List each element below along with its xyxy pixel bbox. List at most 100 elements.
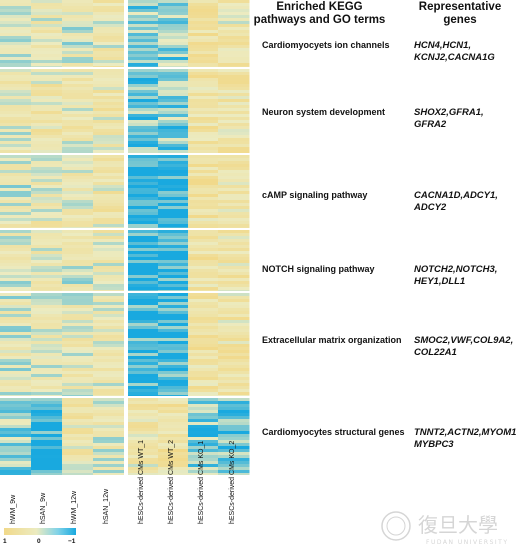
gene-label: SMOC2,VWF,COL9A2, COL22A1 bbox=[414, 335, 514, 358]
heatmap-cell bbox=[158, 215, 190, 219]
heatmap-cell bbox=[31, 30, 63, 34]
heatmap-cell bbox=[158, 440, 190, 444]
heatmap-cell bbox=[158, 341, 190, 345]
heatmap-cell bbox=[218, 96, 250, 100]
heatmap-cell bbox=[93, 111, 127, 115]
heatmap-cell bbox=[218, 194, 250, 198]
heatmap-cell bbox=[188, 338, 220, 342]
heatmap-cell bbox=[158, 401, 190, 405]
heatmap-cell bbox=[31, 102, 63, 106]
heatmap-cell bbox=[188, 305, 220, 309]
heatmap-cell bbox=[31, 155, 63, 159]
column-label: hWM_9w bbox=[10, 494, 17, 524]
heatmap-cell bbox=[158, 48, 190, 52]
heatmap-cell bbox=[0, 167, 32, 171]
heatmap-cell bbox=[0, 278, 32, 282]
heatmap-cell bbox=[0, 392, 32, 396]
heatmap-cell bbox=[0, 141, 32, 145]
heatmap-cell bbox=[188, 368, 220, 372]
heatmap-cell bbox=[93, 102, 127, 106]
heatmap-cell bbox=[158, 443, 190, 447]
heatmap-cell bbox=[218, 449, 250, 453]
heatmap-cell bbox=[31, 299, 63, 303]
heatmap-cell bbox=[128, 344, 160, 348]
heatmap-cell bbox=[0, 323, 32, 327]
heatmap-cell bbox=[93, 416, 127, 420]
heatmap-cell bbox=[128, 78, 160, 82]
heatmap-cell bbox=[128, 302, 160, 306]
heatmap-cell bbox=[158, 407, 190, 411]
heatmap-cell bbox=[0, 194, 32, 198]
heatmap-cell bbox=[93, 12, 127, 16]
heatmap-cell bbox=[158, 147, 190, 151]
heatmap-cell bbox=[158, 464, 190, 468]
heatmap-cell bbox=[158, 206, 190, 210]
heatmap-cell bbox=[188, 449, 220, 453]
heatmap-cell bbox=[218, 24, 250, 28]
heatmap-cell bbox=[31, 311, 63, 315]
heatmap-cell bbox=[31, 33, 63, 37]
heatmap-cell bbox=[0, 365, 32, 369]
heatmap-cell bbox=[128, 117, 160, 121]
heatmap-cell bbox=[93, 108, 127, 112]
heatmap-cell bbox=[31, 123, 63, 127]
heatmap-cell bbox=[31, 141, 63, 145]
heatmap-cell bbox=[0, 96, 32, 100]
heatmap-cell bbox=[218, 126, 250, 130]
heatmap-cell bbox=[0, 179, 32, 183]
heatmap-cell bbox=[93, 93, 127, 97]
heatmap-cell bbox=[218, 347, 250, 351]
heatmap-cell bbox=[62, 135, 94, 139]
heatmap-cell bbox=[31, 227, 63, 229]
heatmap-cell bbox=[0, 120, 32, 124]
heatmap-cell bbox=[188, 147, 220, 151]
heatmap-cell bbox=[158, 377, 190, 381]
heatmap-cell bbox=[218, 6, 250, 10]
heatmap-cell bbox=[62, 458, 94, 462]
heatmap-cell bbox=[0, 317, 32, 321]
heatmap-cell bbox=[188, 299, 220, 303]
heatmap-cell bbox=[31, 386, 63, 390]
heatmap-cell bbox=[188, 197, 220, 201]
heatmap-cell bbox=[0, 236, 32, 240]
heatmap-cell bbox=[128, 362, 160, 366]
heatmap-cell bbox=[93, 194, 127, 198]
heatmap-cell bbox=[128, 60, 160, 64]
heatmap-cell bbox=[158, 395, 190, 397]
heatmap-cell bbox=[31, 96, 63, 100]
heatmap-cell bbox=[128, 72, 160, 76]
heatmap-cell bbox=[218, 188, 250, 192]
heatmap-cell bbox=[158, 266, 190, 270]
heatmap-cell bbox=[158, 455, 190, 459]
heatmap-cell bbox=[158, 78, 190, 82]
heatmap-cell bbox=[31, 215, 63, 219]
heatmap-cell bbox=[62, 51, 94, 55]
heatmap-cell bbox=[188, 72, 220, 76]
heatmap-cell bbox=[93, 380, 127, 384]
heatmap-cell bbox=[31, 120, 63, 124]
heatmap-cell bbox=[218, 150, 250, 154]
heatmap-cell bbox=[188, 233, 220, 237]
heatmap-cell bbox=[128, 359, 160, 363]
heatmap-cell bbox=[62, 299, 94, 303]
heatmap-cell bbox=[31, 365, 63, 369]
heatmap-cell bbox=[93, 296, 127, 300]
heatmap-cell bbox=[31, 371, 63, 375]
heatmap-cell bbox=[218, 230, 250, 234]
heatmap-cell bbox=[158, 63, 190, 67]
heatmap-cell bbox=[158, 138, 190, 142]
heatmap-cell bbox=[62, 365, 94, 369]
heatmap-cell bbox=[93, 221, 127, 225]
heatmap-cell bbox=[158, 57, 190, 61]
heatmap-cell bbox=[158, 308, 190, 312]
heatmap-cell bbox=[158, 320, 190, 324]
heatmap-cell bbox=[188, 51, 220, 55]
heatmap-cell bbox=[188, 401, 220, 405]
heatmap-cell bbox=[188, 389, 220, 393]
heatmap-cell bbox=[62, 401, 94, 405]
heatmap-cell bbox=[0, 105, 32, 109]
heatmap-cell bbox=[62, 75, 94, 79]
heatmap-cell bbox=[128, 45, 160, 49]
heatmap-cell bbox=[188, 179, 220, 183]
heatmap-cell bbox=[0, 383, 32, 387]
